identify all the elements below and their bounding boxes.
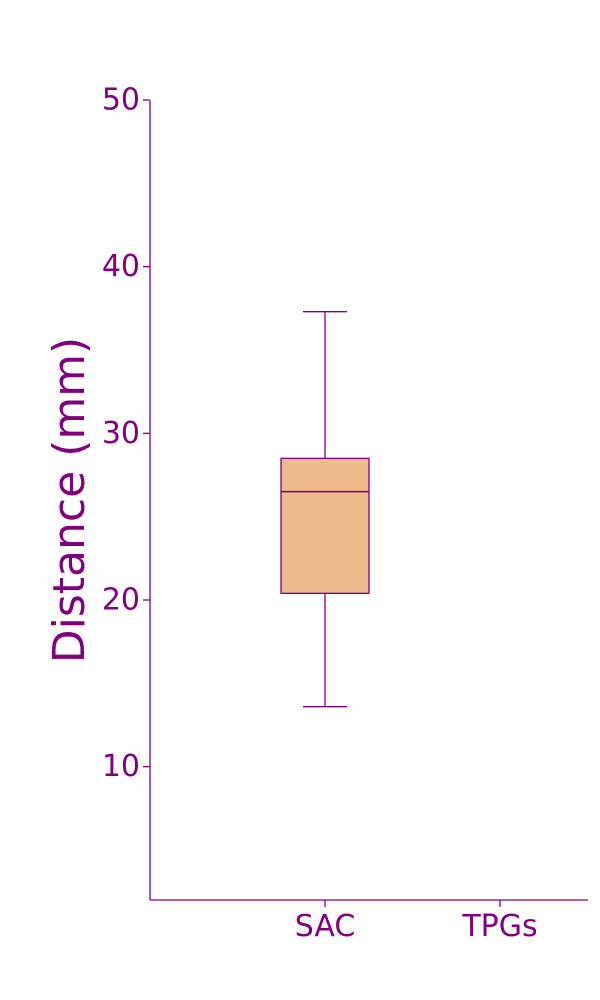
y-tick-label: 30 [102, 416, 140, 451]
box-sac [280, 311, 370, 708]
y-tick-label: 50 [102, 83, 140, 118]
y-tick-label: 40 [102, 249, 140, 284]
x-tick-label: TPGs [461, 909, 537, 944]
y-axis-title: Distance (mm) [44, 337, 95, 663]
axes: 10 20 30 40 50 SAC TPGs [102, 83, 588, 944]
iqr-box [280, 457, 370, 594]
x-tick-label: SAC [295, 909, 356, 944]
boxes [280, 311, 370, 708]
y-tick-label: 10 [102, 749, 140, 784]
y-tick-label: 20 [102, 583, 140, 618]
